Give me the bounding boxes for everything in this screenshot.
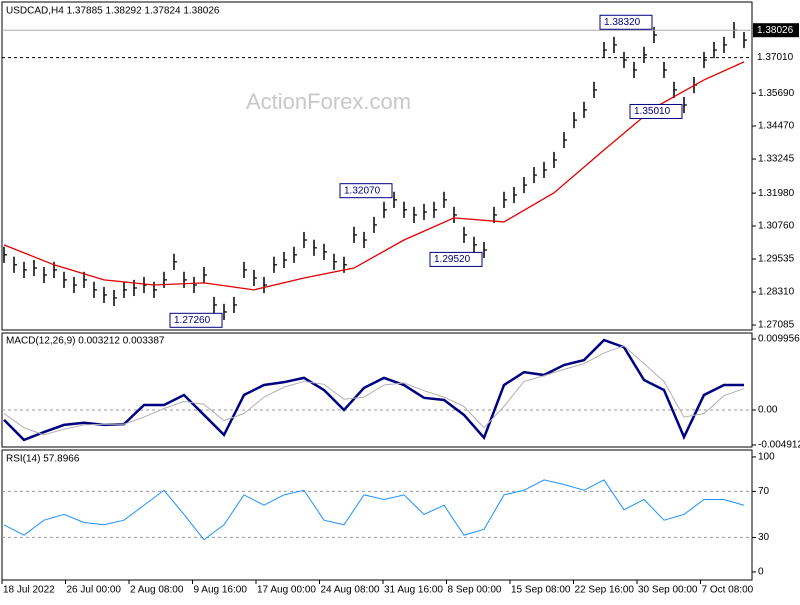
y-tick-label: 0.00	[758, 405, 778, 416]
y-tick-label: 1.33245	[758, 154, 795, 165]
x-tick-label: 15 Sep 08:00	[511, 585, 571, 596]
x-tick-label: 24 Aug 08:00	[321, 585, 380, 596]
macd-title: MACD(12,26,9) 0.003212 0.003387	[6, 336, 165, 347]
x-tick-label: 31 Aug 16:00	[384, 585, 443, 596]
rsi-title: RSI(14) 57.8966	[6, 454, 80, 465]
y-tick-label: 100	[758, 452, 775, 463]
macd-panel	[1, 332, 753, 448]
price-label: 1.37010	[757, 52, 794, 63]
y-tick-label: 1.30760	[758, 221, 795, 232]
price-label-box	[753, 50, 799, 65]
x-tick-label: 26 Jul 00:00	[67, 585, 122, 596]
annotation-label: 1.29520	[434, 254, 471, 265]
annotation-label: 1.35010	[634, 106, 671, 117]
y-tick-label: 70	[758, 486, 770, 497]
y-tick-label: 1.27085	[758, 320, 795, 331]
annotation-label: 1.27260	[174, 315, 211, 326]
y-tick-label: 0	[758, 567, 764, 578]
indicator-line	[3, 479, 745, 541]
x-tick-label: 8 Sep 00:00	[448, 585, 502, 596]
annotation-box	[169, 312, 223, 328]
annotation-label: 1.32070	[344, 185, 381, 196]
x-tick-label: 9 Aug 16:00	[194, 585, 248, 596]
indicator-line	[3, 345, 745, 436]
x-tick-label: 7 Oct 08:00	[702, 585, 754, 596]
y-tick-label: 1.29535	[758, 254, 795, 265]
x-tick-label: 18 Jul 2022	[3, 585, 55, 596]
indicator-line	[3, 338, 744, 442]
annotation-box	[429, 251, 483, 267]
y-tick-label: -0.004912	[758, 440, 800, 451]
x-tick-label: 22 Sep 16:00	[575, 585, 635, 596]
x-tick-label: 30 Sep 00:00	[638, 585, 698, 596]
price-label-box	[753, 23, 799, 38]
y-tick-label: 30	[758, 532, 770, 543]
watermark: ActionForex.com	[246, 89, 411, 114]
price-label: 1.38026	[757, 25, 794, 36]
y-tick-label: 1.34470	[758, 121, 795, 132]
price-panel	[1, 1, 753, 331]
y-tick-label: 1.35690	[758, 88, 795, 99]
y-tick-label: 0.009956	[758, 334, 800, 345]
rsi-panel	[1, 449, 753, 581]
annotation-label: 1.38320	[604, 17, 641, 28]
x-tick-label: 2 Aug 08:00	[130, 585, 184, 596]
chart-title: USDCAD,H4 1.37885 1.38292 1.37824 1.3802…	[6, 6, 220, 17]
annotation-box	[599, 14, 653, 30]
x-tick-label: 17 Aug 00:00	[257, 585, 316, 596]
annotation-box	[629, 103, 683, 119]
moving-average	[3, 61, 745, 291]
annotation-box	[339, 183, 393, 199]
y-tick-label: 1.28310	[758, 287, 795, 298]
y-tick-label: 1.31980	[758, 188, 795, 199]
